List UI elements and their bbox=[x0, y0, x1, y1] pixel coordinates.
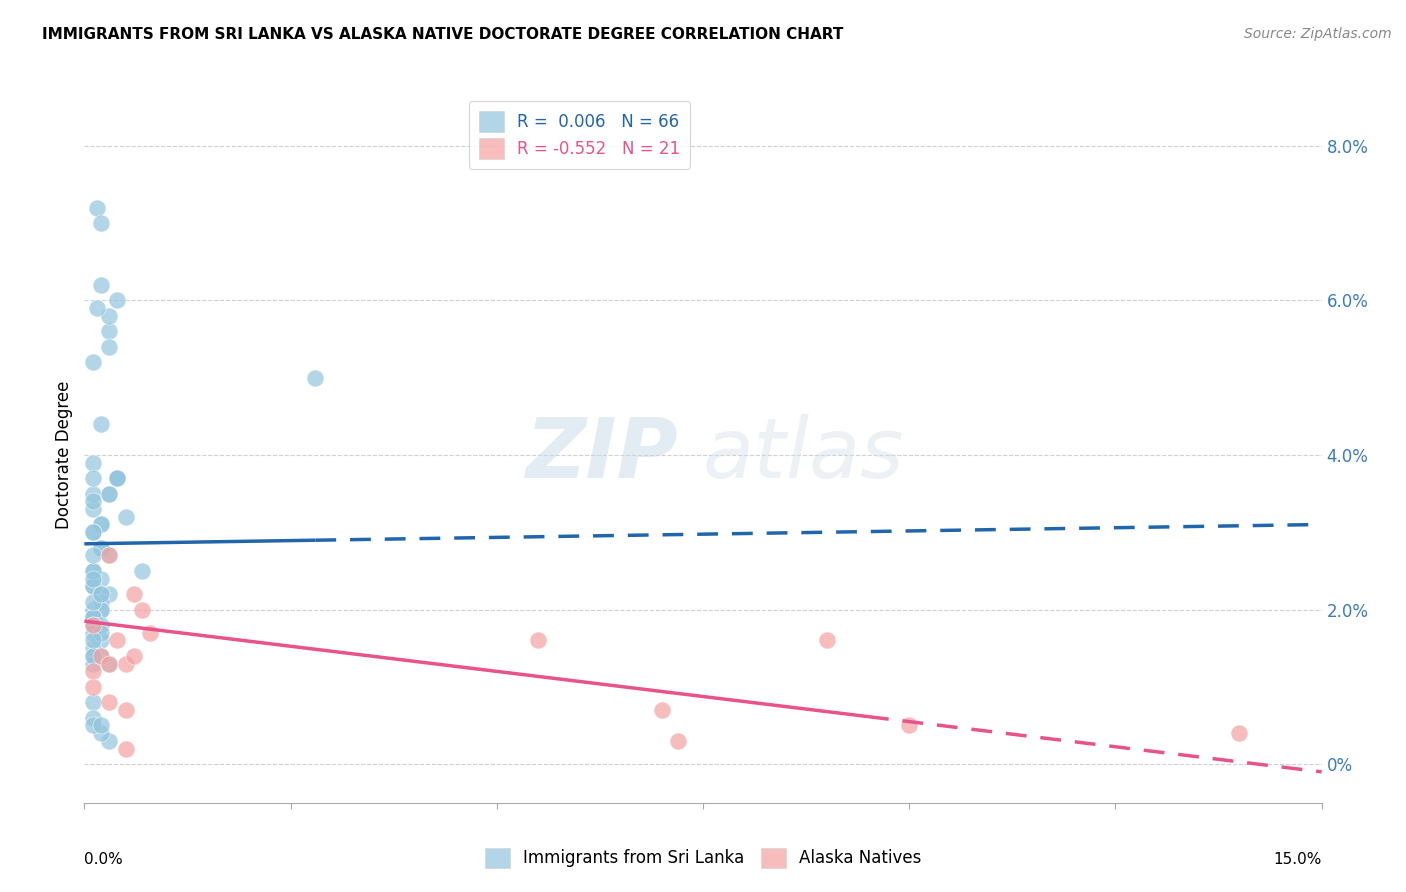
Point bbox=[82, 648, 104, 663]
Point bbox=[98, 587, 121, 601]
Point bbox=[82, 549, 104, 563]
Point bbox=[82, 618, 104, 632]
Point bbox=[90, 517, 112, 532]
Point bbox=[90, 572, 112, 586]
Point bbox=[114, 657, 136, 671]
Point bbox=[90, 718, 112, 732]
Point bbox=[82, 680, 104, 694]
Point bbox=[82, 579, 104, 593]
Point bbox=[90, 587, 112, 601]
Point bbox=[98, 340, 121, 354]
Point bbox=[105, 633, 128, 648]
Point bbox=[98, 486, 121, 500]
Point bbox=[90, 648, 112, 663]
Text: IMMIGRANTS FROM SRI LANKA VS ALASKA NATIVE DOCTORATE DEGREE CORRELATION CHART: IMMIGRANTS FROM SRI LANKA VS ALASKA NATI… bbox=[42, 27, 844, 42]
Point bbox=[815, 633, 838, 648]
Point bbox=[122, 587, 145, 601]
Point bbox=[82, 665, 104, 679]
Point bbox=[90, 602, 112, 616]
Point bbox=[105, 471, 128, 485]
Point bbox=[82, 525, 104, 540]
Point bbox=[86, 301, 108, 315]
Text: atlas: atlas bbox=[703, 415, 904, 495]
Point bbox=[82, 648, 104, 663]
Point bbox=[90, 648, 112, 663]
Point bbox=[82, 657, 104, 671]
Point bbox=[122, 648, 145, 663]
Point bbox=[82, 595, 104, 609]
Point bbox=[82, 572, 104, 586]
Point bbox=[98, 657, 121, 671]
Point bbox=[82, 618, 104, 632]
Point bbox=[90, 602, 112, 616]
Point bbox=[82, 502, 104, 516]
Point bbox=[98, 734, 121, 748]
Point bbox=[651, 703, 673, 717]
Point bbox=[90, 625, 112, 640]
Point bbox=[82, 602, 104, 616]
Point bbox=[82, 633, 104, 648]
Point bbox=[90, 595, 112, 609]
Text: 0.0%: 0.0% bbox=[84, 852, 124, 866]
Text: 15.0%: 15.0% bbox=[1274, 852, 1322, 866]
Point bbox=[90, 517, 112, 532]
Point bbox=[82, 355, 104, 369]
Point bbox=[82, 579, 104, 593]
Point bbox=[114, 741, 136, 756]
Point bbox=[82, 718, 104, 732]
Point bbox=[82, 525, 104, 540]
Point bbox=[105, 293, 128, 308]
Point bbox=[527, 633, 550, 648]
Point bbox=[82, 456, 104, 470]
Point bbox=[90, 541, 112, 555]
Point bbox=[98, 695, 121, 709]
Point bbox=[98, 324, 121, 338]
Point bbox=[82, 494, 104, 508]
Point bbox=[82, 471, 104, 485]
Point bbox=[1227, 726, 1250, 740]
Point bbox=[82, 564, 104, 578]
Legend: Immigrants from Sri Lanka, Alaska Natives: Immigrants from Sri Lanka, Alaska Native… bbox=[478, 841, 928, 875]
Legend: R =  0.006   N = 66, R = -0.552   N = 21: R = 0.006 N = 66, R = -0.552 N = 21 bbox=[468, 102, 690, 169]
Point bbox=[139, 625, 162, 640]
Point bbox=[131, 564, 153, 578]
Point bbox=[114, 703, 136, 717]
Point bbox=[105, 471, 128, 485]
Point bbox=[90, 417, 112, 431]
Point bbox=[98, 486, 121, 500]
Point bbox=[898, 718, 921, 732]
Point bbox=[98, 549, 121, 563]
Point bbox=[114, 509, 136, 524]
Text: Source: ZipAtlas.com: Source: ZipAtlas.com bbox=[1244, 27, 1392, 41]
Point bbox=[90, 726, 112, 740]
Y-axis label: Doctorate Degree: Doctorate Degree bbox=[55, 381, 73, 529]
Point bbox=[90, 277, 112, 292]
Point bbox=[82, 610, 104, 624]
Point bbox=[82, 711, 104, 725]
Point bbox=[86, 201, 108, 215]
Point bbox=[131, 602, 153, 616]
Point bbox=[98, 657, 121, 671]
Point bbox=[105, 471, 128, 485]
Point bbox=[304, 370, 326, 384]
Point bbox=[82, 486, 104, 500]
Point bbox=[82, 625, 104, 640]
Point bbox=[90, 541, 112, 555]
Point bbox=[82, 641, 104, 656]
Point bbox=[90, 618, 112, 632]
Point bbox=[666, 734, 689, 748]
Point bbox=[90, 633, 112, 648]
Text: ZIP: ZIP bbox=[526, 415, 678, 495]
Point bbox=[90, 587, 112, 601]
Point bbox=[82, 695, 104, 709]
Point bbox=[82, 610, 104, 624]
Point bbox=[82, 564, 104, 578]
Point bbox=[82, 618, 104, 632]
Point bbox=[98, 309, 121, 323]
Point bbox=[98, 549, 121, 563]
Point bbox=[90, 216, 112, 230]
